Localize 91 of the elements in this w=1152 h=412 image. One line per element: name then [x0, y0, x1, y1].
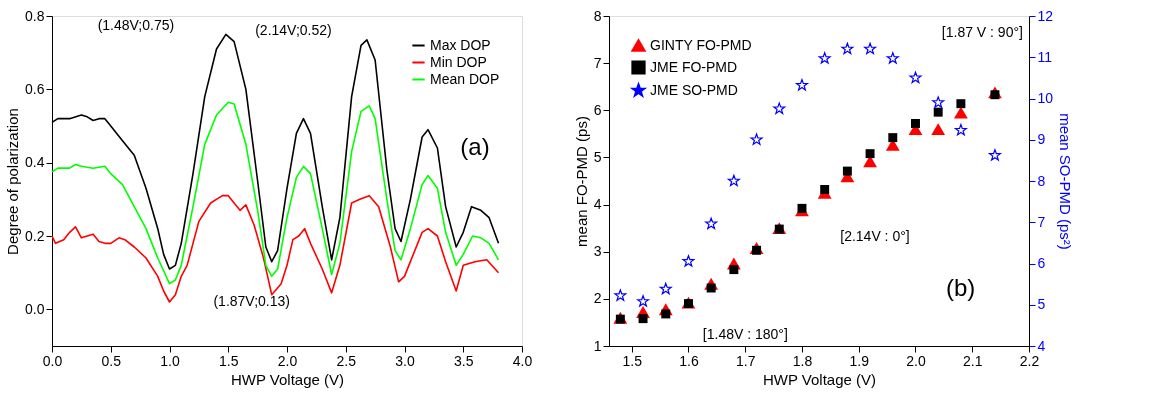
annotation: (1.87V;0.13) [213, 292, 290, 309]
y-tick-label: 6 [593, 101, 602, 118]
point [886, 52, 899, 64]
legend-label: Max DOP [430, 36, 491, 53]
point [750, 133, 763, 145]
y2-tick-label: 7 [1037, 213, 1046, 230]
point [727, 174, 740, 187]
x-axis-title: HWP Voltage (V) [762, 370, 877, 388]
point [729, 265, 739, 275]
x-tick-label: 1.5 [219, 352, 239, 369]
x-tick-label: 2.5 [336, 352, 357, 369]
annotation: [2.14V : 0°] [840, 228, 910, 245]
point [841, 42, 854, 55]
y2-tick-label: 12 [1037, 7, 1054, 24]
point [932, 96, 945, 108]
y-tick-label: 8 [593, 7, 602, 24]
point [637, 295, 650, 307]
legend-label: Mean DOP [430, 70, 500, 87]
x-axis-title: HWP Voltage (V) [230, 370, 345, 388]
point [990, 90, 1000, 100]
y2-tick-label: 4 [1037, 337, 1046, 354]
y-tick-label: 5 [593, 148, 602, 165]
annotation: (b) [945, 273, 976, 301]
y-tick-label: 0.6 [25, 80, 45, 97]
point [842, 166, 852, 176]
y2-tick-label: 8 [1037, 172, 1046, 189]
point [659, 282, 672, 295]
annotation: [1.87 V : 90°] [941, 23, 1023, 40]
point [773, 102, 786, 115]
point [888, 133, 898, 143]
x-tick-label: 4.0 [512, 352, 533, 369]
point [933, 107, 943, 117]
point [820, 185, 830, 194]
point [911, 119, 920, 128]
y-tick-label: 1 [593, 337, 602, 354]
y-tick-label: 3 [593, 243, 602, 260]
y-axis-title: mean FO-PMD (ps) [572, 116, 590, 247]
point [638, 314, 648, 324]
x-tick-label: 2.0 [277, 352, 298, 369]
x-tick-label: 3.5 [454, 352, 474, 369]
point [614, 289, 627, 301]
point [931, 123, 946, 136]
x-tick-label: 0.0 [42, 352, 63, 369]
y-tick-label: 0.2 [25, 227, 45, 244]
y2-axis-title: mean SO-PMD (ps²) [1057, 113, 1075, 250]
annotation: (2.14V;0.52) [255, 21, 332, 38]
legend-label: GINTY FO-PMD [650, 36, 752, 53]
x-tick-label: 1.8 [792, 352, 813, 369]
y-tick-label: 0.0 [25, 300, 45, 317]
y-tick-label: 2 [593, 290, 602, 307]
x-tick-label: 1.9 [849, 352, 870, 369]
point [795, 79, 808, 91]
x-tick-label: 0.5 [101, 352, 122, 369]
y-tick-label: 0.4 [25, 154, 45, 171]
y-tick-label: 7 [593, 54, 602, 71]
annotation: (a) [460, 133, 490, 160]
point [909, 71, 922, 84]
x-tick-label: 1.0 [160, 352, 180, 369]
x-tick-label: 1.7 [735, 352, 756, 369]
y2-tick-label: 5 [1037, 296, 1046, 313]
point [705, 217, 718, 230]
y2-tick-label: 9 [1037, 131, 1046, 148]
point [954, 106, 968, 119]
point [661, 309, 671, 319]
x-tick-label: 2.0 [906, 352, 926, 369]
line-series [51, 101, 500, 285]
y2-tick-label: 11 [1037, 48, 1053, 65]
x-tick-label: 2.1 [963, 352, 983, 369]
point [864, 42, 877, 55]
y2-tick-label: 10 [1037, 90, 1054, 106]
x-tick-label: 1.6 [679, 352, 699, 369]
x-tick-label: 3.0 [395, 352, 415, 369]
point [682, 255, 695, 267]
legend-label: Min DOP [430, 53, 487, 70]
y2-tick-label: 6 [1037, 255, 1046, 271]
point [988, 149, 1001, 161]
y-tick-label: 4 [593, 196, 602, 213]
legend-label: JME FO-PMD [650, 58, 738, 75]
point [706, 283, 716, 293]
annotation: [1.48V : 180°] [702, 326, 788, 343]
point [954, 123, 967, 136]
y-axis-title: Degree of polarization [4, 108, 22, 255]
x-tick-label: 1.5 [622, 352, 643, 369]
point [956, 99, 966, 109]
point [797, 203, 807, 213]
point [818, 52, 831, 64]
point [865, 149, 875, 159]
x-tick-label: 2.2 [1019, 352, 1040, 369]
annotation: (1.48V;0.75) [97, 17, 175, 34]
y-tick-label: 0.8 [25, 7, 45, 24]
legend-label: JME SO-PMD [650, 81, 738, 98]
